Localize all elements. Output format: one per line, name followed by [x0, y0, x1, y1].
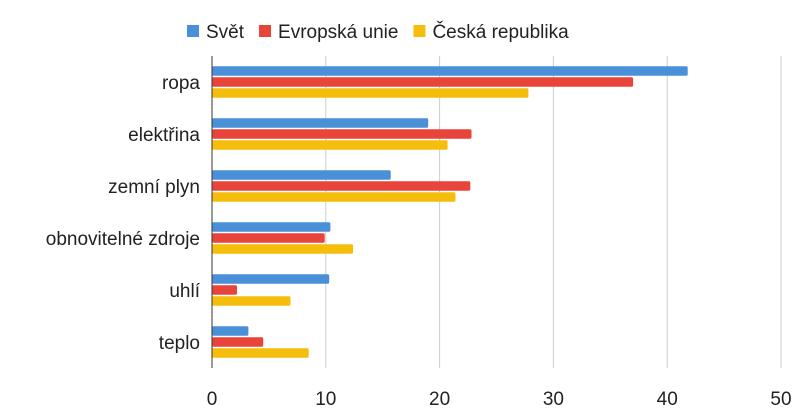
x-tick-label: 40: [657, 389, 678, 410]
x-tick-label: 0: [207, 389, 218, 410]
x-tick-label: 30: [543, 389, 564, 410]
bar-3-4: [212, 244, 354, 254]
category-label: uhlí: [169, 281, 200, 302]
bar-1-1: [212, 66, 688, 76]
bars: [212, 66, 688, 358]
bar-2-4: [212, 233, 325, 243]
gridlines: [325, 56, 782, 368]
x-tick-labels: 0 10 20 30 40 50: [207, 389, 792, 410]
legend-swatch: [187, 25, 199, 37]
bar-1-6: [212, 326, 249, 336]
bar-3-1: [212, 88, 529, 98]
legend-label: Svět: [206, 22, 245, 43]
bar-1-2: [212, 118, 429, 128]
category-labels: ropa elektřina zemní plyn obnovitelné zdroj…: [46, 73, 201, 354]
bar-1-4: [212, 222, 331, 232]
legend-label: Evropská unie: [278, 22, 398, 43]
bar-2-6: [212, 337, 264, 347]
legend-swatch: [259, 25, 272, 37]
bar-2-2: [212, 129, 472, 139]
category-label: obnovitelné zdroje: [46, 229, 200, 250]
bar-3-3: [212, 192, 456, 202]
x-tick-label: 20: [429, 389, 450, 410]
bar-3-6: [212, 348, 309, 358]
bar-3-2: [212, 140, 448, 150]
category-label: ropa: [162, 73, 200, 94]
x-tick-label: 50: [770, 389, 791, 410]
bar-1-3: [212, 170, 391, 180]
legend-label: Česká republika: [432, 21, 569, 43]
x-tick-label: 10: [315, 389, 336, 410]
category-label: elektřina: [128, 125, 200, 146]
bar-1-5: [212, 274, 330, 284]
legend: Svět Evropská unie Česká republika: [187, 21, 569, 43]
bar-2-5: [212, 285, 237, 295]
legend-swatch: [413, 25, 426, 37]
category-label: teplo: [159, 333, 200, 354]
bar-3-5: [212, 296, 291, 306]
bar-2-3: [212, 181, 471, 191]
bar-2-1: [212, 77, 634, 87]
category-label: zemní plyn: [108, 177, 200, 198]
